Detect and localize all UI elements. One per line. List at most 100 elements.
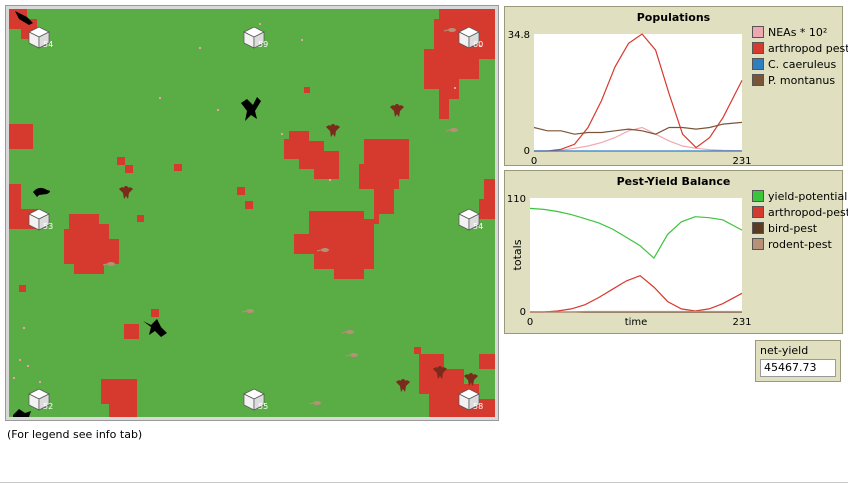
plot-area <box>534 34 742 151</box>
nea-dots <box>13 23 481 383</box>
legend-entry: arthropod pest <box>752 40 848 56</box>
legend-entry: bird-pest <box>752 220 848 236</box>
pest-birds <box>119 104 478 392</box>
pest-patch <box>237 187 245 195</box>
legend-swatch <box>752 206 764 218</box>
x-axis-label: time <box>625 317 648 328</box>
rodent-icon <box>308 401 321 405</box>
series-line <box>534 126 743 152</box>
pest-patch <box>124 324 139 339</box>
pest-patch <box>284 131 339 179</box>
pest-patch <box>245 201 253 209</box>
populations-legend: NEAs * 10² arthropod pest C. caeruleus P. m… <box>752 24 848 88</box>
rodents <box>102 28 458 405</box>
farm-box-icon: 52 <box>28 388 53 411</box>
world-canvas: 54 59 60 53 54 52 55 58 <box>9 9 495 417</box>
monitor-label: net-yield <box>760 344 809 357</box>
bird-icon <box>390 104 404 117</box>
rodent-icon <box>445 128 458 132</box>
legend-label: arthropod-pest <box>768 205 848 219</box>
farm-box-icon: 58 <box>458 388 483 411</box>
rodent-icon <box>316 248 329 252</box>
pest-yield-balance-plot[interactable]: Pest-Yield Balance 110 0 0 231 time totals yi… <box>504 170 848 334</box>
x-max-tick: 231 <box>732 317 751 328</box>
farm-box-icon: 59 <box>243 26 268 49</box>
legend-caption: (For legend see info tab) <box>7 428 143 441</box>
series-line <box>530 310 742 313</box>
pest-patch <box>64 214 119 274</box>
net-yield-monitor: net-yield 45467.73 <box>755 340 841 382</box>
y-min-tick: 0 <box>524 146 530 157</box>
legend-entry: arthropod-pest <box>752 204 848 220</box>
predator-bird-icon <box>13 409 31 417</box>
y-axis-label: totals <box>511 239 524 270</box>
rodent-icon <box>102 262 115 266</box>
legend-label: yield-potential <box>768 189 848 203</box>
bird-icon <box>396 379 410 392</box>
legend-entry: rodent-pest <box>752 236 848 252</box>
pest-patch <box>479 354 495 369</box>
predator-bird-icon <box>241 97 261 121</box>
series-line <box>529 207 743 260</box>
pest-patch <box>359 139 409 224</box>
pest-patch <box>414 347 421 354</box>
populations-plot[interactable]: Populations 34.8 0 0 231 NEAs * 10² arthropo… <box>504 6 848 167</box>
legend-entry: P. montanus <box>752 72 848 88</box>
farm-label: 52 <box>43 402 53 411</box>
legend-entry: yield-potential <box>752 188 848 204</box>
pest-patch <box>151 309 159 317</box>
divider <box>0 482 848 483</box>
farm-label: 54 <box>43 40 53 49</box>
legend-label: arthropod pest <box>768 41 848 55</box>
legend-swatch <box>752 190 764 202</box>
pest-patch <box>479 179 495 219</box>
pest-patch <box>19 285 26 292</box>
pest-patch <box>174 164 182 171</box>
y-min-tick: 0 <box>520 307 526 318</box>
pest-patch <box>125 165 133 173</box>
predator-bird-icon <box>143 319 167 337</box>
series-line <box>530 275 743 313</box>
legend-label: P. montanus <box>768 73 836 87</box>
pest-patch <box>137 215 144 222</box>
legend-swatch <box>752 74 764 86</box>
farm-label: 55 <box>258 402 268 411</box>
farm-box-icon: 54 <box>458 208 483 231</box>
legend-entry: NEAs * 10² <box>752 24 848 40</box>
predator-bird-icon <box>33 187 50 197</box>
pest-yield-balance-chart: 110 00 231 time totals <box>507 194 752 328</box>
bird-icon <box>433 366 447 379</box>
populations-chart: 34.8 00 231 <box>508 30 752 167</box>
series-line <box>533 121 743 135</box>
farm-boxes: 54 59 60 53 54 52 55 58 <box>28 26 483 411</box>
legend-label: NEAs * 10² <box>768 25 828 39</box>
x-min-tick: 0 <box>527 317 533 328</box>
x-min-tick: 0 <box>531 156 537 167</box>
bird-icon <box>326 124 340 137</box>
farm-label: 60 <box>473 40 483 49</box>
legend-label: C. caeruleus <box>768 57 837 71</box>
pest-yield-balance-legend: yield-potential arthropod-pest bird-pest ro… <box>752 188 848 252</box>
farm-label: 53 <box>43 222 53 231</box>
predator-birds <box>13 11 261 417</box>
farm-box-icon: 53 <box>28 208 53 231</box>
legend-swatch <box>752 58 764 70</box>
farm-box-icon: 55 <box>243 388 268 411</box>
rodent-icon <box>241 309 254 313</box>
legend-swatch <box>752 222 764 234</box>
bird-icon <box>464 373 478 386</box>
farm-label: 54 <box>473 222 483 231</box>
farm-label: 58 <box>473 402 483 411</box>
predator-bird-icon <box>15 11 33 25</box>
rodent-icon <box>443 28 456 32</box>
pest-patch <box>304 87 310 93</box>
x-max-tick: 231 <box>732 156 751 167</box>
farm-box-icon: 60 <box>458 26 483 49</box>
bird-icon <box>119 186 133 199</box>
rodent-icon <box>345 353 358 357</box>
plot-title: Pest-Yield Balance <box>616 175 731 188</box>
plot-area <box>530 198 742 312</box>
legend-swatch <box>752 42 764 54</box>
pest-patch <box>9 124 33 149</box>
world-view[interactable]: 54 59 60 53 54 52 55 58 <box>5 5 499 421</box>
